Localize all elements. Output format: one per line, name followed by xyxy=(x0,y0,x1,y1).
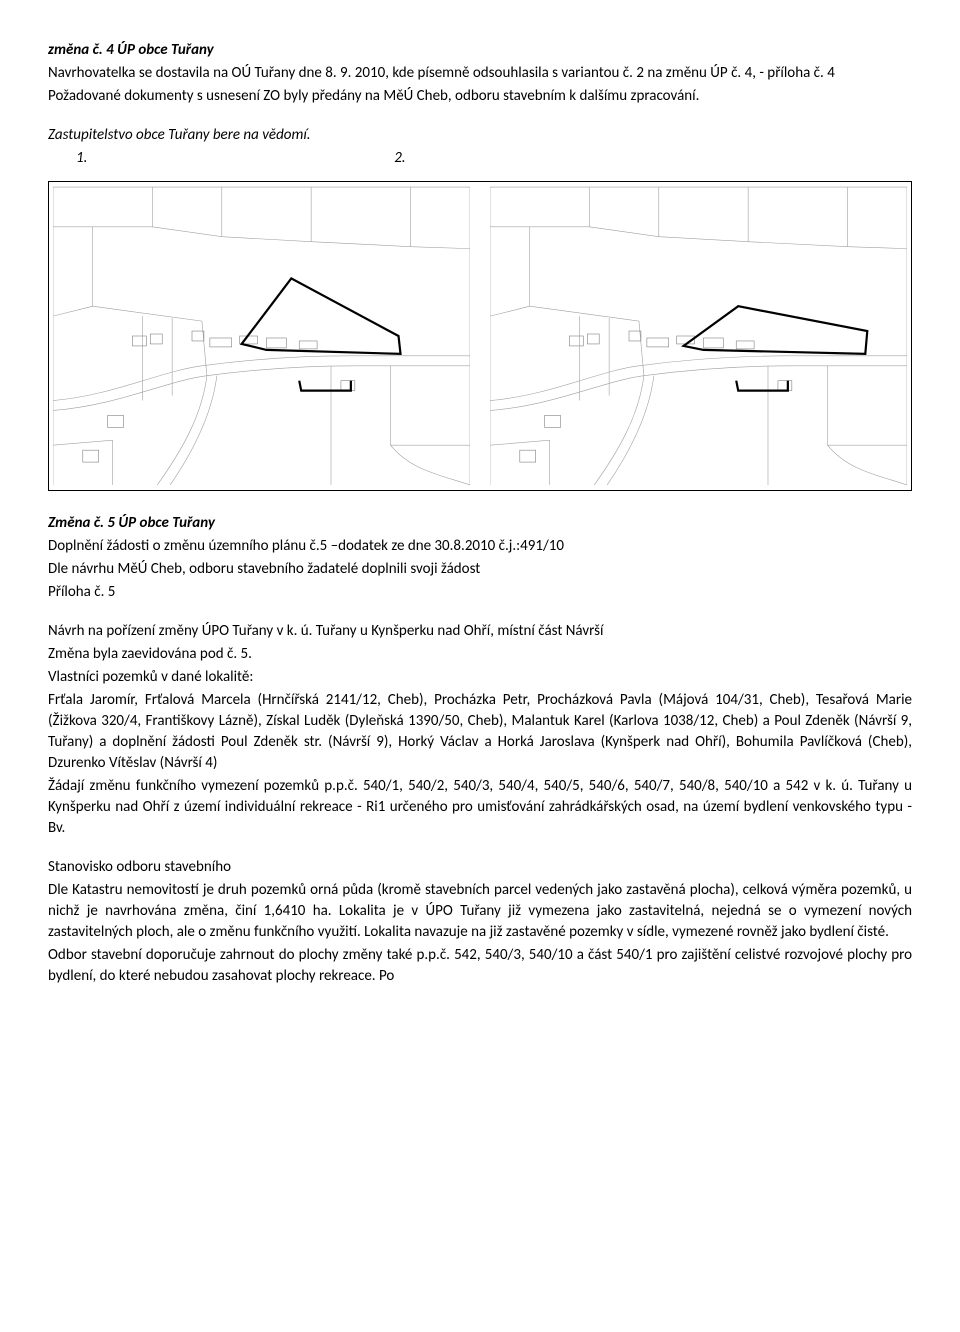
num-2: 2. xyxy=(394,149,405,167)
sec2-p1: Doplnění žádosti o změnu územního plánu … xyxy=(48,536,912,557)
sec2-p2: Dle návrhu MěÚ Cheb, odboru stavebního ž… xyxy=(48,559,912,580)
sec2-p5: Změna byla zaevidována pod č. 5. xyxy=(48,644,912,665)
sec2-p6: Vlastníci pozemků v dané lokalitě: xyxy=(48,667,912,688)
sec1-p2: Požadované dokumenty s usnesení ZO byly … xyxy=(48,86,912,107)
sec1-nums: 1. 2. xyxy=(76,148,912,169)
num-1: 1. xyxy=(76,149,87,167)
sec2-p9: Stanovisko odboru stavebního xyxy=(48,857,912,878)
sec2-p3: Příloha č. 5 xyxy=(48,582,912,603)
sec1-p1: Navrhovatelka se dostavila na OÚ Tuřany … xyxy=(48,63,912,84)
sec2-p4: Návrh na pořízení změny ÚPO Tuřany v k. … xyxy=(48,621,912,642)
map-panel xyxy=(48,181,912,491)
sec2-p11: Odbor stavební doporučuje zahrnout do pl… xyxy=(48,945,912,987)
sec2-p10: Dle Katastru nemovitostí je druh pozemků… xyxy=(48,880,912,943)
sec2-p8: Žádají změnu funkčního vymezení pozemků … xyxy=(48,776,912,839)
sec1-title: změna č. 4 ÚP obce Tuřany xyxy=(48,40,912,61)
sec2-title: Změna č. 5 ÚP obce Tuřany xyxy=(48,513,912,534)
sec2-p7: Frťala Jaromír, Frťalová Marcela (Hrnčíř… xyxy=(48,690,912,774)
sec1-p3: Zastupitelstvo obce Tuřany bere na vědom… xyxy=(48,125,912,146)
map-right xyxy=(490,186,907,486)
map-left xyxy=(53,186,470,486)
